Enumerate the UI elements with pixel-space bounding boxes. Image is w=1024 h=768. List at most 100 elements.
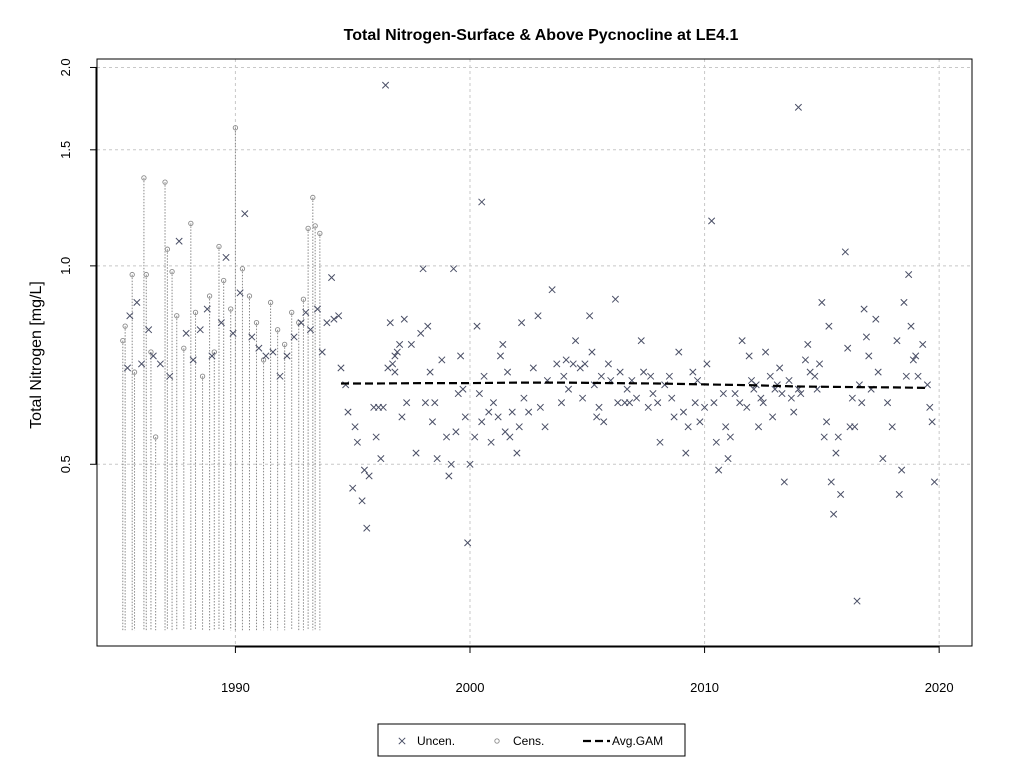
x-mark-stroke (529, 364, 537, 372)
censored-point (131, 369, 138, 375)
x-mark-stroke (623, 385, 631, 393)
censored-point (141, 175, 147, 181)
uncensored-point (611, 295, 619, 303)
x-mark-stroke (208, 352, 216, 360)
x-mark-stroke (398, 737, 406, 745)
uncensored-point (564, 385, 573, 393)
censored-point (143, 271, 149, 278)
censored-point (253, 320, 260, 326)
x-mark-stroke (513, 449, 521, 457)
x-mark-stroke (656, 438, 664, 446)
x-mark-stroke (794, 103, 802, 111)
uncensored-point (145, 326, 153, 334)
legend-symbol-uncen (398, 737, 406, 745)
uncensored-point (217, 319, 225, 327)
censored-point (188, 220, 194, 227)
x-mark-stroke (330, 315, 338, 323)
uncensored-point (930, 478, 939, 486)
x-mark-stroke (485, 408, 493, 416)
uncensored-point (834, 433, 842, 441)
y-tick-label: 0.5 (58, 455, 73, 473)
x-mark-stroke (229, 329, 237, 337)
uncensored-point (208, 352, 216, 360)
uncensored-point (330, 315, 338, 323)
x-mark-stroke (832, 449, 840, 457)
uncensored-point (632, 394, 641, 402)
x-mark-stroke (217, 319, 225, 327)
uncensored-point (344, 408, 352, 416)
uncensored-point (306, 326, 315, 334)
uncensored-point (738, 337, 746, 345)
x-mark-stroke (417, 329, 425, 337)
uncensored-point (447, 460, 455, 468)
x-mark-stroke (403, 399, 411, 407)
x-mark-stroke (703, 360, 711, 368)
x-mark-stroke (503, 368, 512, 376)
x-tick-label: 2000 (456, 680, 485, 695)
censored-point (317, 230, 323, 237)
censored-point (174, 313, 180, 319)
x-mark-stroke (447, 460, 455, 468)
uncensored-point (888, 423, 896, 431)
x-mark-stroke (428, 418, 437, 426)
x-mark-stroke (684, 423, 692, 431)
uncensored-point (682, 449, 690, 457)
x-mark-stroke (785, 376, 793, 385)
x-mark-stroke (644, 403, 652, 411)
x-mark-stroke (872, 315, 880, 323)
x-mark-stroke (391, 352, 399, 360)
uncensored-point (452, 428, 460, 436)
x-mark-stroke (586, 312, 594, 320)
x-mark-stroke (597, 372, 605, 380)
x-mark-stroke (874, 368, 882, 376)
uncensored-point (236, 289, 244, 297)
x-mark-stroke (637, 337, 645, 345)
x-axis: 1990 2000 2010 2020 (221, 646, 954, 695)
x-mark-stroke (865, 352, 873, 360)
x-mark-stroke (820, 433, 828, 441)
x-tick-label: 2010 (690, 680, 719, 695)
x-mark-stroke (825, 322, 833, 330)
uncensored-point (623, 385, 631, 393)
x-mark-stroke (712, 438, 720, 446)
uncensored-point (149, 352, 157, 360)
uncensored-point (450, 265, 458, 273)
uncensored-point (520, 394, 528, 402)
x-mark-stroke (600, 418, 608, 426)
gam-line (341, 381, 928, 389)
x-mark-stroke (337, 364, 345, 372)
uncensored-point (478, 198, 486, 206)
x-mark-stroke (464, 539, 472, 547)
uncensored-point (417, 329, 425, 337)
y-axis-label: Total Nitrogen [mg/L] (28, 281, 45, 429)
uncensored-point (712, 438, 720, 446)
x-mark-stroke (419, 265, 427, 273)
x-mark-stroke (189, 356, 197, 364)
uncensored-point (778, 390, 786, 398)
uncensored-point (745, 352, 753, 360)
uncensored-point (386, 319, 394, 327)
uncensored-point (640, 368, 648, 376)
x-mark-stroke (442, 433, 451, 441)
uncensored-point (743, 403, 751, 411)
x-mark-stroke (452, 428, 460, 436)
uncensored-point (313, 305, 322, 313)
uncensored-point (175, 237, 183, 245)
uncensored-point (478, 418, 486, 426)
uncensored-point (616, 368, 624, 376)
x-mark-stroke (557, 399, 566, 407)
uncensored-point (255, 344, 263, 352)
x-mark-stroke (562, 356, 570, 364)
x-mark-stroke (930, 478, 939, 486)
x-mark-stroke (614, 399, 622, 407)
uncensored-point (473, 322, 481, 330)
uncensored-point (393, 348, 401, 356)
uncensored-point (926, 403, 934, 411)
uncensored-point (848, 394, 856, 402)
x-mark-stroke (830, 510, 838, 518)
legend-label: Uncen. (417, 734, 455, 748)
censored-point (282, 341, 288, 348)
y-tick-label: 1.5 (58, 141, 73, 159)
x-mark-stroke (450, 265, 458, 273)
x-mark-stroke (175, 237, 183, 245)
